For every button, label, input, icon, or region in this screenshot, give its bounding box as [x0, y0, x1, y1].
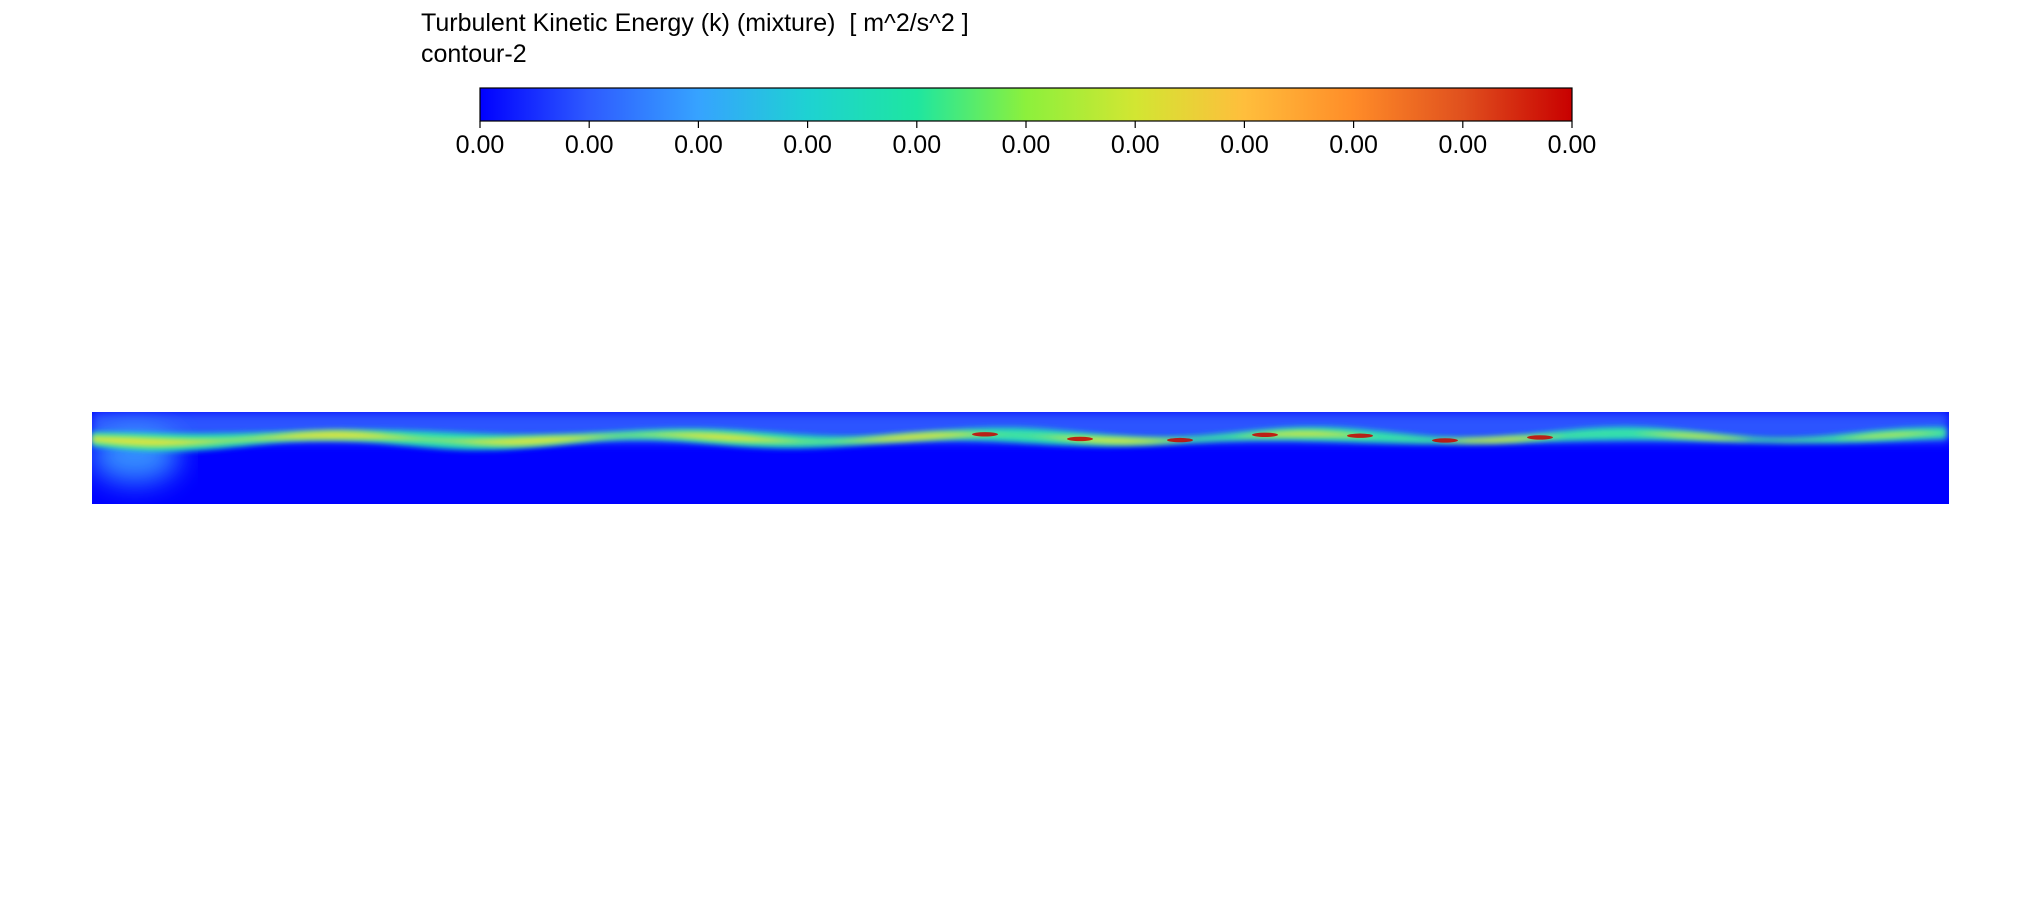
colorbar-tick-label: 0.00: [1002, 131, 1051, 159]
colorbar-tick-label: 0.00: [1548, 131, 1597, 159]
colorbar-tick-label: 0.00: [1329, 131, 1378, 159]
tke-hotspot: [1167, 437, 1193, 443]
colorbar-tick-label: 0.00: [565, 131, 614, 159]
colorbar-tick-label: 0.00: [1220, 131, 1269, 159]
shear-layer-core: [92, 430, 1946, 447]
colorbar-tick-label: 0.00: [783, 131, 832, 159]
chart-title: Turbulent Kinetic Energy (k) (mixture) […: [421, 9, 969, 37]
tke-hotspot: [1432, 438, 1458, 443]
colorbar-gradient: [479, 87, 1573, 122]
colorbar-ticks: 0.00 0.00 0.00 0.00 0.00 0.00 0.00 0.00 0.00 0.00…: [456, 121, 1597, 159]
field-layers: [92, 412, 1949, 483]
colorbar: 0.00 0.00 0.00 0.00 0.00 0.00 0.00 0.00 0.00 0.00…: [456, 87, 1597, 159]
tke-hotspot: [1067, 436, 1093, 442]
colorbar-tick-label: 0.00: [456, 131, 505, 159]
tke-hotspot: [1527, 435, 1553, 440]
colorbar-tick-label: 0.00: [892, 131, 941, 159]
chart-subtitle: contour-2: [421, 40, 527, 68]
shear-layer-band: [92, 426, 1946, 452]
tke-hotspot: [972, 432, 998, 437]
tke-hotspot: [1252, 432, 1278, 438]
colorbar-tick-label: 0.00: [1111, 131, 1160, 159]
colorbar-tick-label: 0.00: [1438, 131, 1487, 159]
colorbar-tick-label: 0.00: [674, 131, 723, 159]
tke-hotspot: [1347, 433, 1373, 438]
